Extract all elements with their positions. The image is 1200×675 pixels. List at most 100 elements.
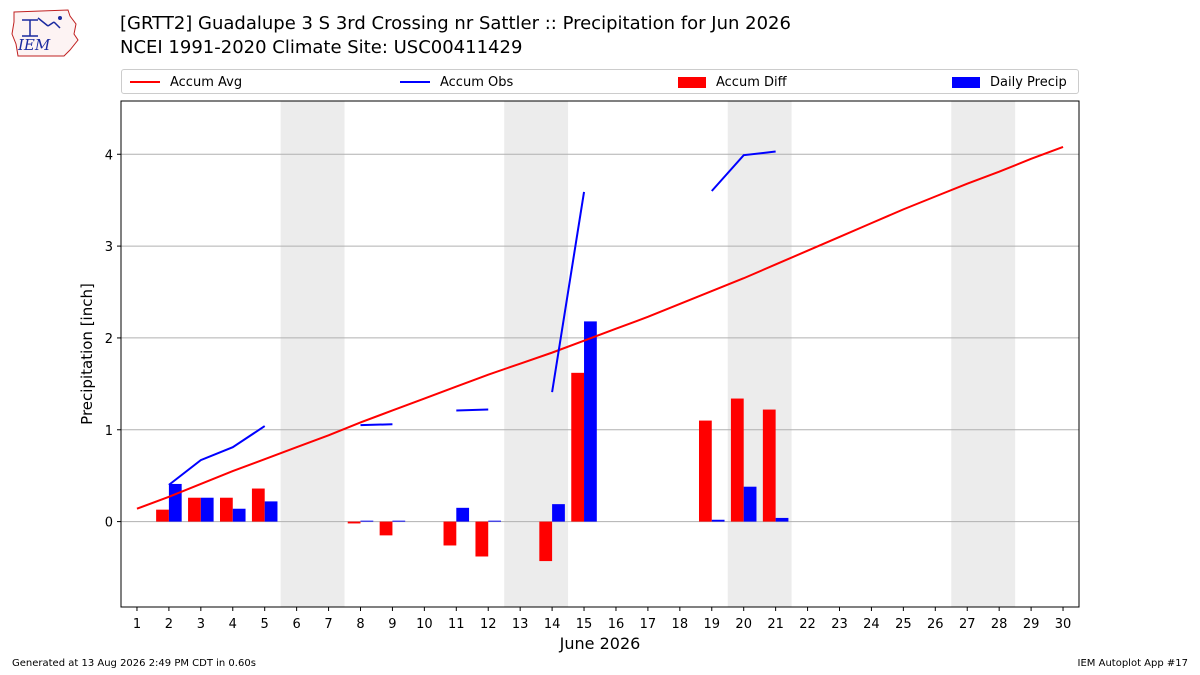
x-tick-label: 22 bbox=[799, 617, 816, 632]
x-tick-label: 24 bbox=[863, 617, 880, 632]
y-axis-ticks: 0 1 2 3 4 bbox=[105, 148, 121, 531]
accum-diff-bar bbox=[571, 372, 585, 522]
x-tick-label: 12 bbox=[480, 617, 497, 632]
x-tick-label: 2 bbox=[165, 617, 173, 632]
accum-avg-line bbox=[136, 145, 1064, 510]
x-tick-label: 26 bbox=[927, 617, 944, 632]
x-tick-label: 19 bbox=[703, 617, 720, 632]
accum-diff-bar bbox=[219, 497, 233, 522]
x-tick-label: 9 bbox=[388, 617, 396, 632]
x-tick-label: 28 bbox=[991, 617, 1008, 632]
x-tick-label: 7 bbox=[324, 617, 332, 632]
title-line-2: NCEI 1991-2020 Climate Site: USC00411429 bbox=[120, 37, 523, 58]
x-tick-label: 25 bbox=[895, 617, 912, 632]
daily-precip-bar bbox=[584, 321, 597, 522]
x-axis-label: June 2026 bbox=[559, 634, 641, 653]
accum-obs-segment bbox=[456, 408, 489, 412]
x-tick-label: 14 bbox=[544, 617, 561, 632]
weather-station-icon bbox=[22, 17, 61, 37]
chart-title: [GRTT2] Guadalupe 3 S 3rd Crossing nr Sa… bbox=[120, 12, 791, 60]
x-tick-label: 6 bbox=[292, 617, 300, 632]
x-tick-label: 18 bbox=[672, 617, 689, 632]
daily-precip-bar bbox=[200, 497, 214, 522]
x-tick-label: 15 bbox=[576, 617, 593, 632]
legend-label-accum-obs: Accum Obs bbox=[440, 74, 514, 90]
y-tick-label: 2 bbox=[105, 332, 113, 347]
accum-diff-bar bbox=[443, 521, 457, 546]
legend-swatch-accum-avg bbox=[130, 81, 160, 83]
generated-timestamp: Generated at 13 Aug 2026 2:49 PM CDT in … bbox=[12, 658, 256, 669]
bars bbox=[156, 321, 789, 562]
x-tick-label: 1 bbox=[133, 617, 141, 632]
x-axis-ticks: 1 2 3 4 5 6 7 8 9 10 11 12 13 14 15 16 17 18 19 20 21 22 23 24 2… bbox=[133, 607, 1071, 632]
x-tick-label: 29 bbox=[1023, 617, 1040, 632]
daily-precip-bar bbox=[456, 507, 470, 522]
weekend-band bbox=[727, 101, 792, 607]
x-tick-label: 30 bbox=[1055, 617, 1072, 632]
daily-precip-bar bbox=[360, 520, 374, 522]
plot-frame bbox=[120, 100, 1080, 608]
y-tick-label: 0 bbox=[105, 516, 113, 531]
x-tick-label: 20 bbox=[735, 617, 752, 632]
legend-label-accum-diff: Accum Diff bbox=[716, 74, 787, 90]
accum-diff-bar bbox=[730, 398, 744, 522]
legend-item-accum-obs: Accum Obs bbox=[400, 73, 513, 91]
accum-obs-segment bbox=[551, 191, 586, 393]
y-axis-label: Precipitation [inch] bbox=[78, 283, 96, 425]
y-tick-label: 1 bbox=[105, 424, 113, 439]
y-tick-label: 4 bbox=[105, 148, 113, 163]
x-tick-label: 3 bbox=[197, 617, 205, 632]
accum-diff-bar bbox=[698, 420, 712, 522]
logo-text: IEM bbox=[17, 36, 51, 54]
daily-precip-bar bbox=[392, 520, 406, 522]
legend-label-daily-precip: Daily Precip bbox=[990, 74, 1067, 90]
daily-precip-bar bbox=[232, 508, 246, 522]
x-tick-label: 13 bbox=[512, 617, 529, 632]
legend-swatch-accum-obs bbox=[400, 81, 430, 83]
x-tick-label: 4 bbox=[229, 617, 237, 632]
x-tick-label: 23 bbox=[831, 617, 848, 632]
accum-diff-bar bbox=[347, 521, 361, 524]
legend-item-accum-avg: Accum Avg bbox=[130, 73, 242, 91]
daily-precip-bar bbox=[775, 517, 789, 522]
accum-diff-bar bbox=[156, 509, 169, 522]
accum-diff-bar bbox=[188, 497, 201, 522]
accum-obs-segment bbox=[711, 150, 776, 192]
x-tick-label: 27 bbox=[959, 617, 976, 632]
legend-swatch-accum-diff bbox=[678, 76, 706, 88]
daily-precip-bar bbox=[488, 520, 502, 522]
x-tick-label: 5 bbox=[261, 617, 269, 632]
x-tick-label: 21 bbox=[767, 617, 784, 632]
accum-diff-bar bbox=[379, 521, 393, 536]
station-dot-icon bbox=[58, 16, 62, 20]
title-line-1: [GRTT2] Guadalupe 3 S 3rd Crossing nr Sa… bbox=[120, 13, 791, 34]
x-tick-label: 10 bbox=[416, 617, 433, 632]
daily-precip-bar bbox=[711, 519, 725, 522]
x-tick-label: 8 bbox=[356, 617, 364, 632]
accum-diff-bar bbox=[475, 521, 489, 557]
daily-precip-bar bbox=[264, 501, 278, 522]
iowa-outline-icon bbox=[11, 9, 79, 57]
app-label: IEM Autoplot App #17 bbox=[1077, 658, 1188, 669]
lines bbox=[136, 145, 1064, 510]
accum-obs-segment bbox=[168, 425, 266, 486]
weekend-band bbox=[280, 101, 345, 607]
daily-precip-bar bbox=[168, 483, 182, 522]
iem-logo: IEM bbox=[11, 9, 79, 57]
x-tick-label: 17 bbox=[640, 617, 657, 632]
x-tick-label: 11 bbox=[448, 617, 465, 632]
x-tick-label: 16 bbox=[608, 617, 625, 632]
legend-item-accum-diff: Accum Diff bbox=[678, 73, 787, 91]
daily-precip-bar bbox=[552, 504, 565, 522]
legend-label-accum-avg: Accum Avg bbox=[170, 74, 243, 90]
accum-obs-segment bbox=[360, 423, 393, 427]
daily-precip-bar bbox=[743, 486, 757, 522]
gridlines bbox=[121, 153, 1079, 523]
accum-diff-bar bbox=[251, 488, 265, 522]
legend-item-daily-precip: Daily Precip bbox=[952, 73, 1067, 91]
y-tick-label: 3 bbox=[105, 240, 113, 255]
accum-diff-bar bbox=[762, 409, 776, 522]
legend: Accum Avg Accum Obs Accum Diff Daily Pre… bbox=[121, 69, 1079, 94]
accum-diff-bar bbox=[539, 521, 553, 562]
